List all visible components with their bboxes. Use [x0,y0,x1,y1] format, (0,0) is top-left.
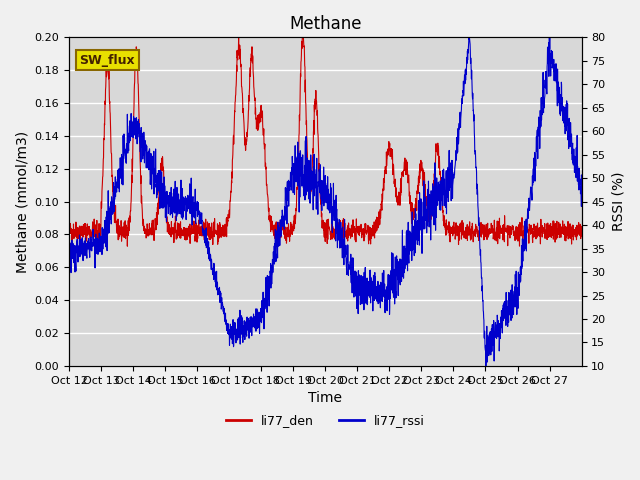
li77_rssi [65,246,73,252]
li77_den [124,243,131,249]
li77_den [356,223,364,229]
li77_rssi [356,286,364,292]
Line: li77_den: li77_den [69,37,582,246]
Y-axis label: RSSI (%): RSSI (%) [611,172,625,231]
li77_rssi [578,172,586,178]
X-axis label: Time: Time [308,391,342,405]
li77_den [571,232,579,238]
Title: Methane: Methane [289,15,362,33]
li77_rssi [571,154,579,159]
li77_rssi [465,35,473,40]
li77_den [480,237,488,243]
li77_den [227,189,235,195]
li77_rssi [482,363,490,369]
li77_den [65,226,73,232]
Text: SW_flux: SW_flux [79,54,135,67]
li77_rssi [479,309,487,315]
Legend: li77_den, li77_rssi: li77_den, li77_rssi [221,409,429,432]
Line: li77_rssi: li77_rssi [69,37,582,366]
li77_den [116,232,124,238]
li77_rssi [227,333,235,339]
Y-axis label: Methane (mmol/m3): Methane (mmol/m3) [15,131,29,273]
li77_den [509,225,516,230]
li77_den [578,227,586,233]
li77_rssi [116,155,124,161]
li77_rssi [509,297,516,302]
li77_den [298,35,306,40]
